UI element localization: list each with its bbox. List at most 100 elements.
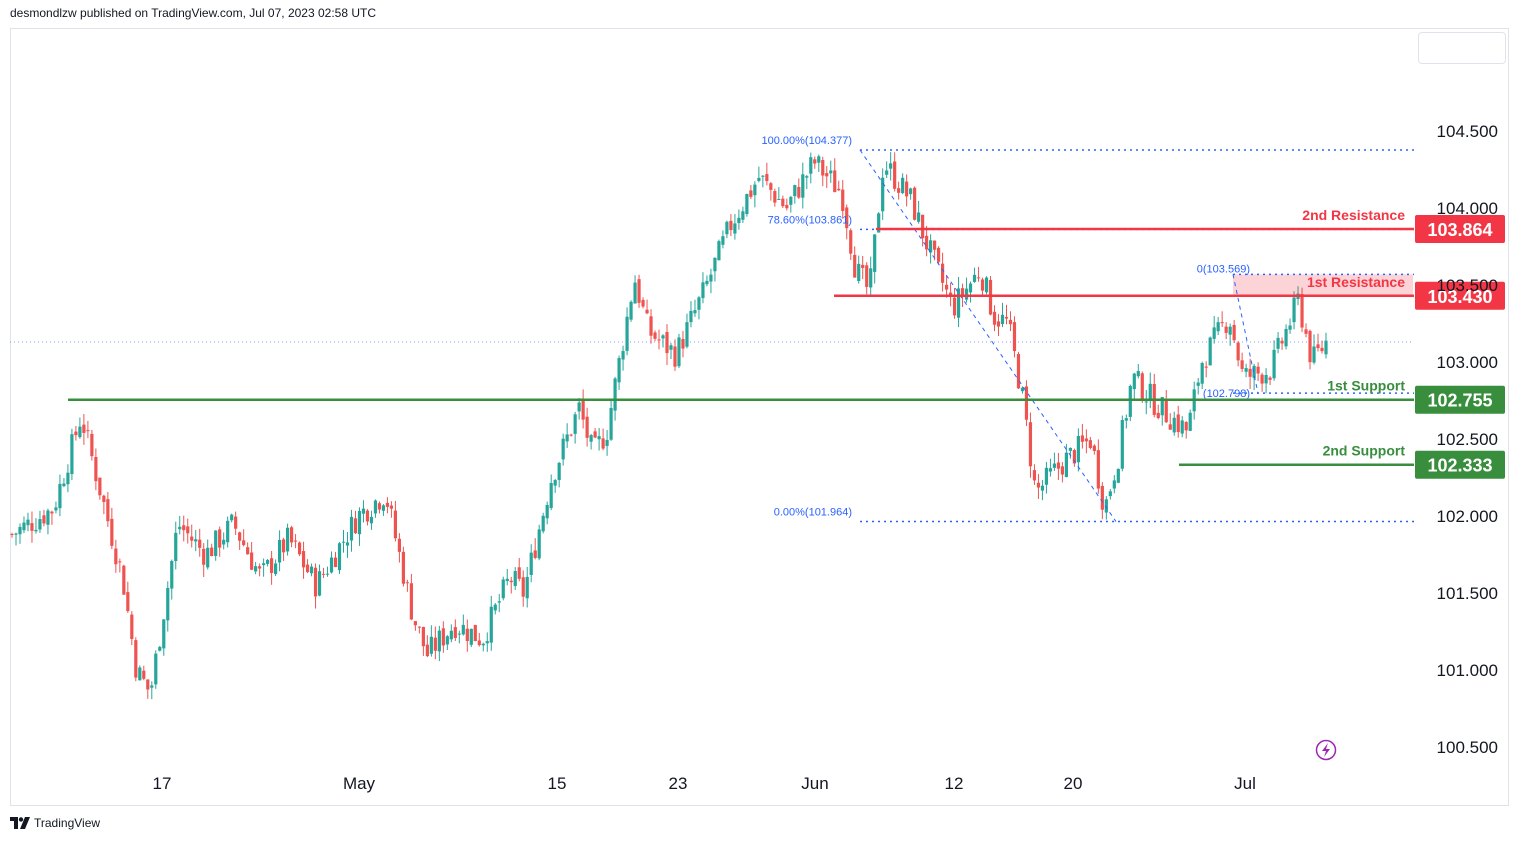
candle bbox=[94, 448, 98, 491]
fib-layer: 100.00%(104.377) 78.60%(103.861) 0.00%(101… bbox=[761, 135, 1414, 523]
candle bbox=[569, 433, 573, 437]
candle bbox=[1060, 461, 1065, 483]
candle-body bbox=[154, 653, 158, 685]
candle-body bbox=[1232, 324, 1236, 341]
candle bbox=[689, 301, 693, 328]
candle-body bbox=[845, 207, 849, 229]
candle-body bbox=[381, 505, 386, 511]
candle-body bbox=[26, 519, 30, 526]
candle bbox=[861, 256, 865, 280]
candle bbox=[1156, 404, 1160, 420]
candle-body bbox=[709, 274, 713, 282]
candle-body bbox=[118, 561, 122, 563]
candle bbox=[972, 267, 977, 283]
candle-body bbox=[497, 601, 501, 603]
candle bbox=[1000, 302, 1005, 328]
candle-body bbox=[545, 504, 549, 519]
candle-body bbox=[38, 519, 42, 530]
candle-body bbox=[1284, 328, 1288, 347]
candle bbox=[214, 530, 218, 561]
footer-brand[interactable]: TradingView bbox=[10, 816, 100, 830]
candle-body bbox=[429, 636, 433, 654]
fib-label: (102.798) bbox=[1203, 388, 1250, 400]
candle bbox=[317, 564, 322, 597]
candle-body bbox=[18, 526, 22, 535]
candle bbox=[106, 491, 110, 527]
candle bbox=[849, 228, 853, 260]
candle-body bbox=[1224, 326, 1228, 333]
candle bbox=[525, 566, 529, 608]
candle bbox=[637, 274, 641, 308]
candle-body bbox=[457, 633, 461, 635]
candle-body bbox=[885, 170, 889, 175]
candle bbox=[210, 543, 214, 557]
candle-body bbox=[86, 430, 90, 432]
candle bbox=[230, 513, 234, 523]
candle-body bbox=[138, 667, 142, 681]
candle-body bbox=[1052, 463, 1057, 468]
candle-body bbox=[110, 518, 114, 546]
candle bbox=[705, 275, 709, 287]
fib-label: 78.60%(103.861) bbox=[768, 214, 852, 226]
candle-body bbox=[114, 548, 118, 565]
candle bbox=[42, 509, 46, 527]
candle-body bbox=[170, 561, 174, 589]
y-tick-label: 101.500 bbox=[1437, 584, 1498, 603]
candle-body bbox=[417, 626, 421, 628]
candle-body bbox=[489, 606, 493, 643]
candle-body bbox=[501, 579, 505, 599]
candle bbox=[425, 635, 429, 658]
candle-body bbox=[218, 529, 222, 548]
candle bbox=[377, 501, 382, 514]
candle bbox=[98, 477, 102, 500]
candle bbox=[1312, 334, 1316, 365]
candle-body bbox=[210, 547, 214, 557]
candle bbox=[1092, 444, 1096, 455]
candle-body bbox=[178, 526, 182, 530]
candle bbox=[553, 478, 557, 493]
y-tick-label: 102.000 bbox=[1437, 507, 1498, 526]
candle-body bbox=[717, 241, 721, 261]
candle bbox=[1044, 461, 1049, 494]
candle bbox=[1308, 329, 1312, 370]
candle-body bbox=[234, 516, 238, 529]
candle bbox=[1164, 389, 1168, 423]
candle-body bbox=[1056, 462, 1061, 469]
candle bbox=[18, 523, 22, 544]
candle bbox=[174, 521, 178, 570]
candle bbox=[833, 158, 837, 193]
lightning-icon[interactable] bbox=[1315, 739, 1337, 761]
candle bbox=[641, 297, 645, 309]
toolbar-box[interactable] bbox=[1418, 32, 1506, 64]
candle bbox=[669, 343, 673, 360]
candle-body bbox=[585, 416, 589, 438]
candle-body bbox=[936, 247, 941, 262]
candle-body bbox=[741, 211, 745, 220]
candle-body bbox=[433, 637, 437, 651]
candle bbox=[952, 287, 957, 319]
candle-body bbox=[150, 685, 154, 688]
candle-body bbox=[242, 540, 246, 546]
candle-body bbox=[917, 212, 921, 222]
candle-body bbox=[593, 431, 597, 438]
candle bbox=[845, 204, 849, 240]
tradingview-logo-icon bbox=[10, 817, 30, 829]
candle bbox=[857, 255, 861, 284]
candle-body bbox=[769, 183, 773, 190]
candle bbox=[645, 299, 649, 315]
candle bbox=[285, 523, 290, 556]
candle bbox=[557, 461, 561, 488]
candle bbox=[521, 570, 525, 607]
candle bbox=[393, 500, 398, 542]
candle-body bbox=[633, 282, 637, 304]
candle bbox=[309, 563, 314, 577]
candle-body bbox=[162, 619, 166, 649]
candle-body bbox=[437, 630, 441, 652]
candle bbox=[661, 334, 665, 348]
candle-body bbox=[617, 358, 621, 383]
candle bbox=[1200, 361, 1204, 390]
candle bbox=[781, 195, 785, 208]
candle-body bbox=[46, 510, 50, 525]
candle-body bbox=[1212, 327, 1216, 339]
